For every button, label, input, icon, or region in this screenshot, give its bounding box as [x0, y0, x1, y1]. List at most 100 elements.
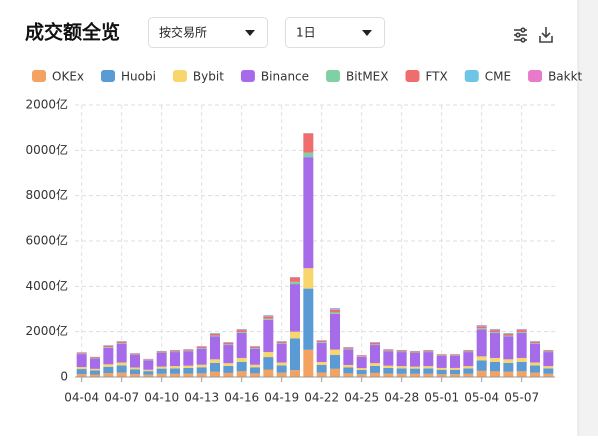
- bar-segment: [170, 352, 180, 366]
- bar-segment: [183, 351, 193, 366]
- bar-segment: [210, 333, 220, 334]
- bar-segment: [343, 349, 353, 350]
- bar-segment: [330, 355, 340, 369]
- download-icon[interactable]: [540, 27, 552, 42]
- bar-segment: [223, 363, 233, 366]
- x-tick-label: 05-01: [424, 391, 459, 405]
- bar-segment: [503, 336, 513, 359]
- settings-icon[interactable]: [514, 28, 527, 42]
- bar-segment: [463, 352, 473, 366]
- legend-swatch: [173, 70, 187, 82]
- bar-segment: [370, 363, 380, 366]
- bar-segment: [303, 153, 313, 158]
- bar-segment: [370, 366, 380, 373]
- bar-segment: [517, 371, 527, 377]
- period-select-label: 1日: [296, 26, 316, 40]
- bar-segment: [543, 352, 553, 366]
- bar-segment: [317, 372, 327, 377]
- bar-segment: [197, 367, 207, 373]
- bar-segment: [490, 333, 500, 358]
- bar-segment: [530, 373, 540, 377]
- bar-segment: [450, 355, 460, 356]
- x-tick-label: 04-13: [184, 391, 219, 405]
- legend-swatch: [465, 70, 479, 82]
- bar-segment: [290, 338, 300, 370]
- bar-segment: [250, 348, 260, 349]
- bar-segment: [237, 333, 247, 358]
- bar-segment: [237, 358, 247, 362]
- bar-segment: [103, 348, 113, 365]
- y-tick-label: 4000亿: [25, 278, 68, 293]
- bar-segment: [490, 330, 500, 332]
- bar-segment: [490, 371, 500, 377]
- bar-segment: [183, 350, 193, 351]
- x-tick-label: 04-25: [344, 391, 379, 405]
- bar-segment: [263, 316, 273, 318]
- y-tick-label: 2000亿: [25, 323, 68, 338]
- bar-segment: [397, 368, 407, 373]
- bar-segment: [117, 342, 127, 343]
- bar-segment: [423, 368, 433, 373]
- bar-segment: [303, 268, 313, 288]
- bar-segment: [223, 344, 233, 345]
- bar-segment: [290, 282, 300, 284]
- bar-segment: [383, 368, 393, 374]
- bar-segment: [157, 369, 167, 374]
- bar-segment: [517, 329, 527, 330]
- x-tick-label: 04-16: [224, 391, 259, 405]
- bar-segment: [477, 329, 487, 356]
- bar-segment: [477, 326, 487, 327]
- bar-segment: [130, 369, 140, 374]
- bar-segment: [223, 366, 233, 373]
- bar-segment: [410, 353, 420, 367]
- bar-segment: [117, 362, 127, 365]
- bar-segment: [223, 373, 233, 377]
- bar-segment: [450, 368, 460, 370]
- bar-segment: [290, 277, 300, 282]
- x-tick-label: 04-28: [384, 391, 419, 405]
- legend-label: Bakkt: [548, 70, 582, 84]
- bar-segment: [263, 319, 273, 320]
- bar-segment: [290, 284, 300, 332]
- bar-segment: [210, 372, 220, 377]
- bar-segment: [357, 357, 367, 368]
- bar-segment: [250, 367, 260, 373]
- bar-segment: [357, 368, 367, 370]
- bar-segment: [143, 371, 153, 375]
- x-tick-label: 05-04: [464, 391, 499, 405]
- bar-segment: [157, 367, 167, 369]
- bar-segment: [117, 365, 127, 372]
- bar-segment: [117, 344, 127, 363]
- y-tick-label: 0: [60, 370, 68, 384]
- bar-segment: [143, 370, 153, 371]
- bar-segment: [503, 359, 513, 363]
- bar-segment: [530, 365, 540, 372]
- bar-segment: [250, 347, 260, 348]
- bar-segment: [77, 354, 87, 367]
- bar-segment: [383, 350, 393, 351]
- bar-segment: [77, 369, 87, 374]
- bar-segment: [317, 343, 327, 362]
- bar-segment: [237, 362, 247, 372]
- legend-label: Huobi: [121, 70, 156, 84]
- bar-segment: [330, 350, 340, 355]
- bar-segment: [357, 355, 367, 356]
- bar-segment: [370, 345, 380, 363]
- bar-segment: [277, 344, 287, 363]
- bar-segment: [183, 366, 193, 368]
- legend-label: CME: [485, 70, 511, 84]
- y-tick-label: 6000亿: [25, 233, 68, 248]
- bar-segment: [317, 342, 327, 343]
- bar-segment: [477, 360, 487, 370]
- bar-segment: [317, 341, 327, 342]
- bar-segment: [183, 368, 193, 374]
- bar-segment: [410, 351, 420, 352]
- bar-segment: [210, 336, 220, 337]
- bar-segment: [143, 360, 153, 370]
- bar-segment: [477, 328, 487, 329]
- bar-segment: [197, 349, 207, 365]
- bar-segment: [517, 330, 527, 332]
- x-tick-label: 04-04: [64, 391, 99, 405]
- bar-segment: [490, 362, 500, 372]
